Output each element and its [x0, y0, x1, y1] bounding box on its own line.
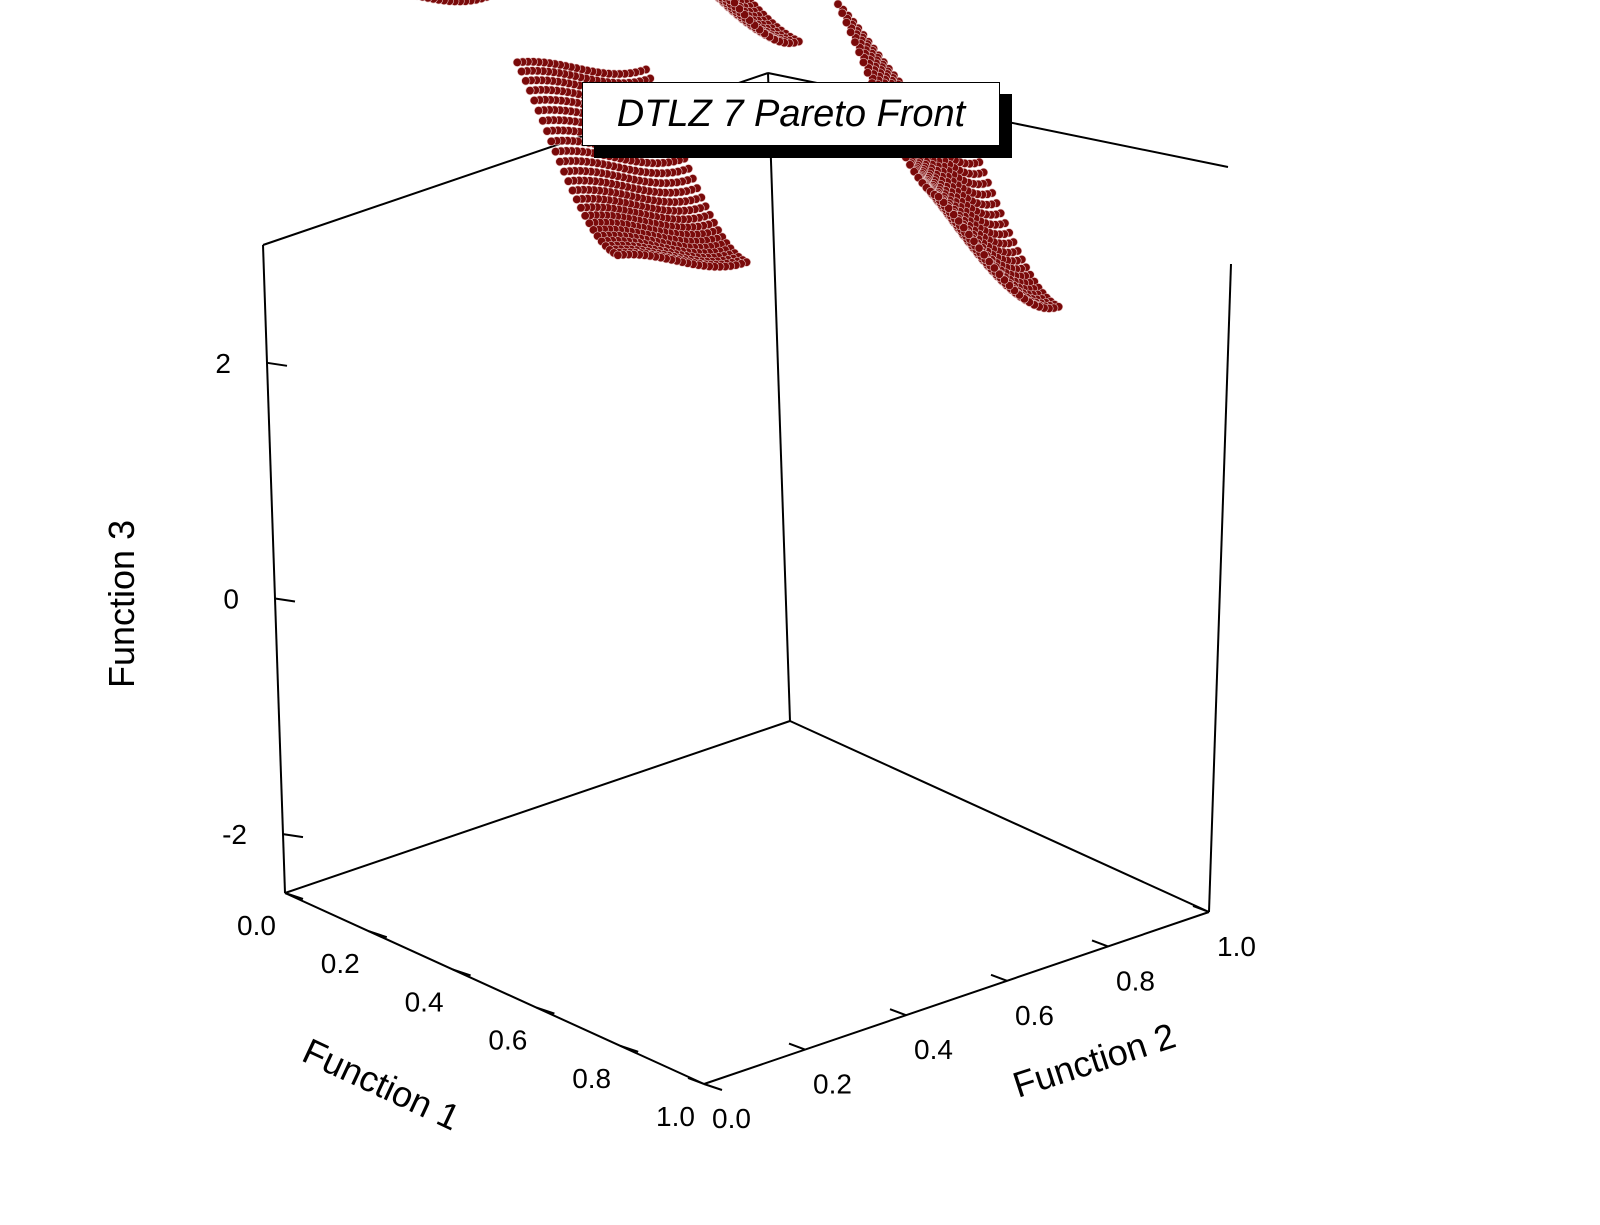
y-tick-label: 0.2 — [813, 1069, 852, 1100]
pareto-point — [563, 176, 573, 186]
pareto-point — [984, 257, 994, 267]
pareto-point — [521, 76, 531, 86]
y-tick — [889, 1008, 907, 1017]
pareto-point — [740, 10, 750, 20]
x-tick-label: 0.4 — [405, 986, 444, 1017]
frame-left-vertical — [262, 244, 286, 894]
pareto-point — [964, 230, 974, 240]
pareto-point — [419, 0, 426, 2]
pareto-point — [576, 203, 586, 213]
frame-floor-back-x — [703, 911, 1210, 1085]
pareto-point — [850, 37, 860, 47]
pareto-point — [974, 243, 984, 253]
pareto-point — [949, 210, 959, 220]
y-tick — [1091, 939, 1109, 948]
pareto-point — [584, 218, 594, 228]
pareto-point — [933, 192, 943, 202]
pareto-point — [555, 157, 565, 167]
pareto-point — [863, 68, 873, 78]
pareto-point — [613, 250, 623, 260]
frame-x-bottom — [284, 892, 705, 1085]
pareto-point — [546, 136, 556, 146]
z-axis-label: Function 3 — [101, 520, 142, 688]
y-tick — [687, 1077, 705, 1085]
y-tick — [990, 973, 1008, 982]
x-tick-label: 0.2 — [321, 948, 360, 979]
axis-ticks — [266, 361, 1210, 1091]
pareto-point — [568, 186, 578, 196]
pareto-point — [559, 167, 569, 177]
pareto-point — [542, 126, 552, 136]
x-tick — [536, 1006, 555, 1015]
y-tick-label: 1.0 — [1217, 931, 1256, 962]
pareto-point — [730, 0, 739, 8]
pareto-point — [959, 223, 969, 233]
pareto-point — [529, 96, 539, 106]
tick-labels: 0.0 0.2 0.4 0.6 0.8 1.0 0.0 0.2 0.4 0.6 0.8 1.0 -2 0 2 — [215, 348, 1256, 1134]
y-tick — [788, 1042, 806, 1051]
z-tick-label: 0 — [223, 583, 239, 614]
frame-back-vertical — [767, 72, 791, 722]
x-tick-label: 0.6 — [488, 1025, 527, 1056]
pareto-point — [837, 8, 847, 18]
pareto-point — [905, 160, 915, 170]
pareto-point — [939, 197, 949, 207]
pareto-point — [841, 17, 851, 27]
pareto-point — [423, 0, 432, 3]
pareto-point — [858, 57, 868, 67]
pareto-point — [979, 250, 989, 260]
z-tick-label: 2 — [215, 348, 231, 379]
x-tick — [452, 968, 471, 977]
pareto-point — [525, 86, 535, 96]
x-tick — [368, 930, 388, 939]
frame-floor-back-y — [284, 720, 791, 894]
x-tick — [703, 1083, 723, 1091]
pareto-point — [538, 116, 548, 126]
x-tick — [284, 892, 304, 900]
pareto-point — [989, 263, 999, 273]
x-tick — [619, 1044, 639, 1053]
z-tick — [282, 833, 304, 839]
pareto-point — [969, 236, 979, 246]
x-tick-label: 1.0 — [656, 1101, 695, 1132]
pareto-point — [854, 47, 864, 57]
pareto-point — [580, 211, 590, 221]
y-tick-label: 0.8 — [1116, 965, 1155, 996]
frame-y-bottom — [789, 720, 1210, 913]
pareto-point — [534, 106, 544, 116]
y-tick — [1192, 905, 1210, 913]
pareto-point — [846, 27, 856, 37]
pareto-point — [517, 67, 527, 77]
z-tick-label: -2 — [222, 819, 247, 850]
z-tick — [274, 597, 296, 603]
z-tick — [266, 361, 288, 367]
y-tick-label: 0.4 — [914, 1034, 953, 1065]
y-tick-label: 0.6 — [1015, 1000, 1054, 1031]
x-tick-label: 0.8 — [572, 1063, 611, 1094]
frame-right-vertical — [1208, 263, 1232, 913]
pareto-point — [833, 0, 843, 9]
pareto-point — [551, 147, 561, 157]
pareto-point — [944, 203, 954, 213]
x-axis-label: Function 1 — [297, 1030, 467, 1138]
x-tick-label: 0.0 — [237, 910, 276, 941]
pareto-point — [954, 216, 964, 226]
pareto-point — [994, 269, 1004, 279]
y-tick-label: 0.0 — [712, 1103, 751, 1134]
chart-title: DTLZ 7 Pareto Front — [582, 82, 1000, 146]
axes-box — [262, 72, 1232, 1085]
pareto-point — [734, 4, 744, 14]
pareto-point — [512, 57, 522, 67]
chart-title-box: DTLZ 7 Pareto Front — [582, 82, 1012, 158]
pareto-point — [572, 194, 582, 204]
pareto-point — [999, 275, 1009, 285]
